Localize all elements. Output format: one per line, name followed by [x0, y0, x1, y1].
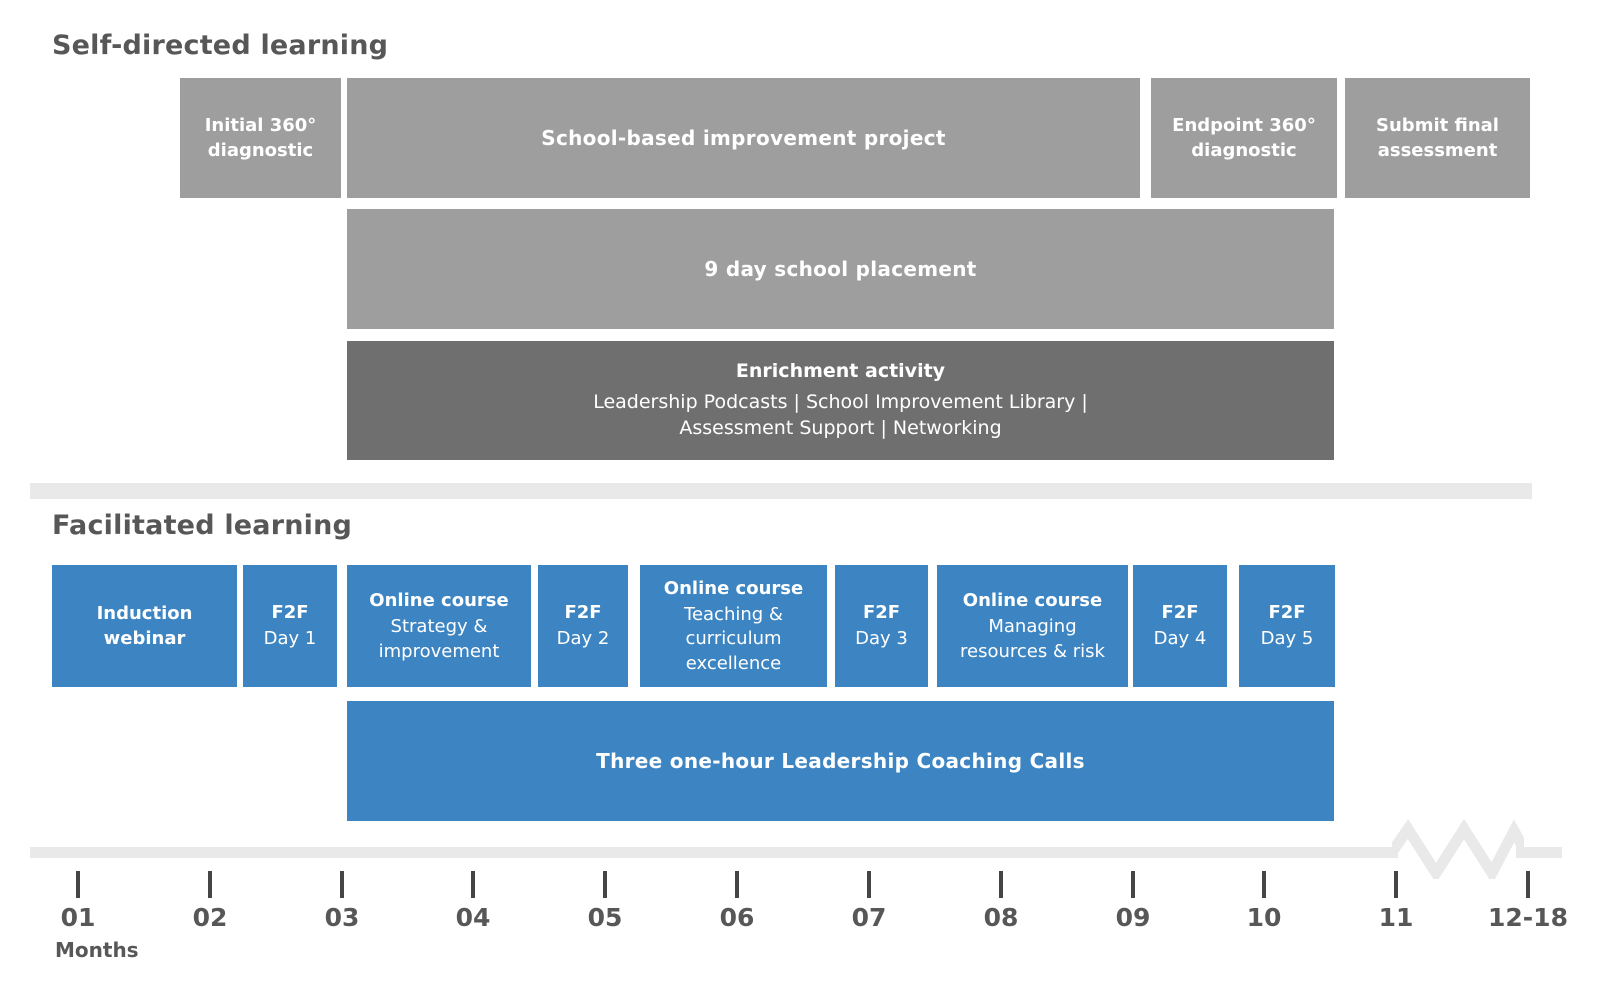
induction-webinar-box: Induction webinar: [52, 565, 237, 687]
initial-360-diagnostic-label: Initial 360° diagnostic: [204, 114, 317, 161]
timeline-tick-02: [208, 871, 212, 898]
month-label-08: 08: [983, 903, 1019, 932]
school-placement-label: 9 day school placement: [704, 257, 977, 281]
school-improvement-project-label: School-based improvement project: [541, 126, 946, 150]
timeline-tick-07: [867, 871, 871, 898]
coaching-calls-label: Three one-hour Leadership Coaching Calls: [596, 749, 1085, 773]
months-axis-caption: Months: [55, 938, 139, 962]
month-label-06: 06: [719, 903, 755, 932]
timeline-tick-05: [603, 871, 607, 898]
f2f-label: F2F: [862, 602, 901, 624]
online-course-teaching-box: Online course Teaching & curriculum exce…: [640, 565, 827, 687]
f2f-day-1-box: F2F Day 1: [243, 565, 337, 687]
month-label-01: 01: [60, 903, 96, 932]
online-course-label: Online course: [663, 577, 804, 599]
f2f-label: F2F: [564, 602, 602, 624]
month-label-07: 07: [851, 903, 887, 932]
timeline-tick-10: [1262, 871, 1266, 898]
enrichment-activity-details-line2: Assessment Support | Networking: [679, 416, 1002, 439]
f2f-label: F2F: [1161, 602, 1199, 624]
f2f-day-4-label: Day 4: [1153, 628, 1207, 650]
f2f-day-5-label: Day 5: [1260, 628, 1314, 650]
f2f-label: F2F: [1268, 602, 1306, 624]
initial-360-diagnostic-box: Initial 360° diagnostic: [180, 78, 341, 198]
f2f-day-2-label: Day 2: [556, 628, 610, 650]
facilitated-learning-title: Facilitated learning: [52, 510, 353, 541]
submit-final-assessment-label: Submit final assessment: [1376, 114, 1499, 161]
timeline-axis-bar-right: [1516, 847, 1562, 858]
month-label-02: 02: [192, 903, 228, 932]
online-course-teaching-label: Teaching & curriculum excellence: [684, 604, 783, 674]
enrichment-activity-title: Enrichment activity: [735, 359, 946, 382]
enrichment-activity-details-line1: Leadership Podcasts | School Improvement…: [593, 390, 1088, 413]
month-label-11: 11: [1378, 903, 1414, 932]
timeline-tick-12-18: [1526, 871, 1530, 898]
axis-break-zigzag-icon: [1392, 819, 1524, 879]
endpoint-360-diagnostic-box: Endpoint 360° diagnostic: [1151, 78, 1337, 198]
f2f-day-2-box: F2F Day 2: [538, 565, 628, 687]
f2f-label: F2F: [271, 602, 309, 624]
section-divider: [30, 483, 1532, 499]
timeline-tick-04: [471, 871, 475, 898]
f2f-day-1-label: Day 1: [263, 628, 317, 650]
online-course-label: Online course: [369, 590, 509, 612]
month-label-05: 05: [587, 903, 623, 932]
endpoint-360-diagnostic-label: Endpoint 360° diagnostic: [1172, 114, 1316, 161]
school-placement-box: 9 day school placement: [347, 209, 1334, 329]
month-label-04: 04: [455, 903, 491, 932]
timeline-tick-08: [999, 871, 1003, 898]
self-directed-learning-title: Self-directed learning: [52, 30, 389, 61]
enrichment-activity-box: Enrichment activity Leadership Podcasts …: [347, 341, 1334, 460]
month-label-03: 03: [324, 903, 360, 932]
f2f-day-3-box: F2F Day 3: [835, 565, 928, 687]
online-course-strategy-box: Online course Strategy & improvement: [347, 565, 531, 687]
timeline-tick-09: [1131, 871, 1135, 898]
online-course-managing-label: Managing resources & risk: [960, 616, 1105, 662]
month-label-12-18: 12-18: [1488, 903, 1568, 932]
coaching-calls-box: Three one-hour Leadership Coaching Calls: [347, 701, 1334, 821]
month-label-09: 09: [1115, 903, 1151, 932]
school-improvement-project-box: School-based improvement project: [347, 78, 1140, 198]
submit-final-assessment-box: Submit final assessment: [1345, 78, 1530, 198]
timeline-tick-03: [340, 871, 344, 898]
induction-webinar-label: Induction webinar: [96, 602, 193, 649]
online-course-strategy-label: Strategy & improvement: [378, 616, 500, 662]
f2f-day-5-box: F2F Day 5: [1239, 565, 1335, 687]
timeline-tick-11: [1394, 871, 1398, 898]
f2f-day-3-label: Day 3: [855, 628, 908, 650]
f2f-day-4-box: F2F Day 4: [1133, 565, 1227, 687]
month-label-10: 10: [1246, 903, 1282, 932]
timeline-axis-bar-left: [30, 847, 1398, 858]
online-course-managing-box: Online course Managing resources & risk: [937, 565, 1128, 687]
online-course-label: Online course: [962, 590, 1103, 612]
timeline-tick-01: [76, 871, 80, 898]
timeline-tick-06: [735, 871, 739, 898]
